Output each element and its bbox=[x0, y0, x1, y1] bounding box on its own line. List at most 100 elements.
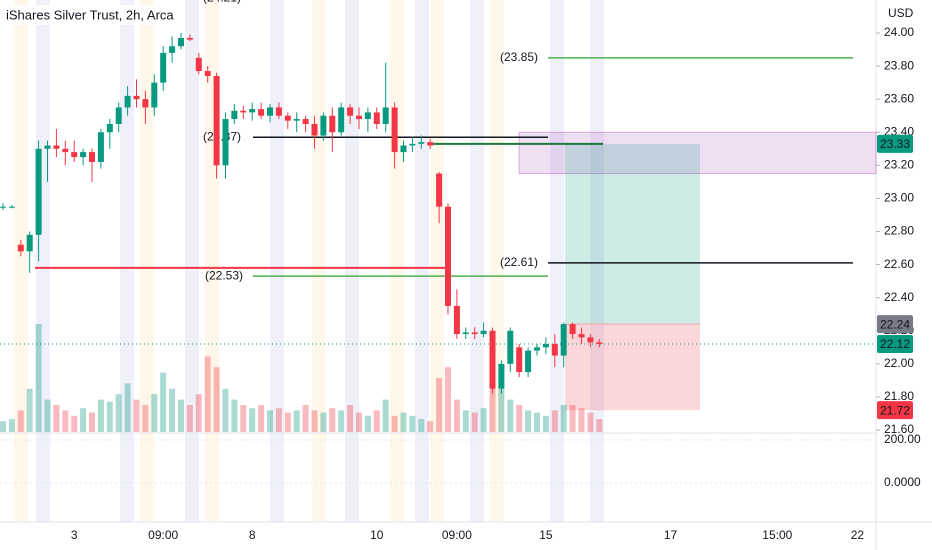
candle-body bbox=[551, 343, 558, 356]
candle-body bbox=[507, 330, 514, 364]
candle-body bbox=[178, 37, 184, 47]
session-band bbox=[490, 0, 504, 522]
x-tick-label: 8 bbox=[249, 528, 256, 542]
session-band bbox=[36, 0, 50, 522]
candle-body bbox=[26, 234, 33, 252]
candle-body bbox=[204, 71, 211, 77]
target-zone bbox=[565, 143, 700, 325]
y-tick-label: 22.80 bbox=[884, 224, 914, 238]
session-band bbox=[120, 0, 134, 522]
osc-tick-label: 0.0000 bbox=[884, 475, 921, 489]
volume-bar bbox=[534, 412, 540, 432]
candle-body bbox=[534, 347, 540, 351]
volume-bar bbox=[284, 412, 291, 432]
session-band bbox=[14, 0, 28, 522]
session-band bbox=[590, 0, 604, 522]
level-label: (22.61) bbox=[500, 255, 538, 269]
candle-body bbox=[409, 143, 416, 146]
volume-bar bbox=[551, 410, 558, 432]
volume-bar bbox=[8, 419, 15, 432]
y-tick-label: 23.60 bbox=[884, 91, 914, 105]
volume-bar bbox=[204, 356, 211, 432]
volume-bar bbox=[133, 399, 140, 432]
candle-body bbox=[142, 99, 149, 108]
candle-body bbox=[133, 95, 140, 100]
candle-body bbox=[329, 115, 336, 133]
level-label: (24.21) bbox=[203, 0, 241, 4]
y-tick-label: 23.00 bbox=[884, 191, 914, 205]
volume-bar bbox=[560, 405, 567, 432]
candle-body bbox=[258, 109, 265, 116]
volume-bar bbox=[542, 415, 549, 432]
candle-body bbox=[400, 145, 407, 153]
volume-bar bbox=[115, 394, 122, 432]
volume-bar bbox=[240, 405, 247, 432]
volume-bar bbox=[44, 399, 51, 432]
y-tick-label: 22.60 bbox=[884, 257, 914, 271]
candle-body bbox=[231, 110, 238, 120]
price-badge bbox=[877, 315, 913, 334]
volume-bar bbox=[445, 367, 451, 432]
x-tick-label: 09:00 bbox=[442, 528, 472, 542]
candle-body bbox=[471, 332, 478, 335]
volume-bar bbox=[391, 415, 398, 432]
candle-body bbox=[169, 46, 176, 53]
price-badge bbox=[877, 401, 913, 420]
price-badge-label: 22.12 bbox=[880, 337, 910, 351]
y-tick-label: 21.60 bbox=[884, 422, 914, 436]
candle-body bbox=[525, 350, 532, 373]
currency-label: USD bbox=[888, 6, 914, 20]
title-bg bbox=[2, 5, 172, 25]
volume-bar bbox=[525, 410, 532, 432]
session-band bbox=[345, 0, 359, 522]
candle-body bbox=[356, 115, 362, 120]
candle-body bbox=[311, 123, 318, 136]
volume-bar bbox=[293, 410, 300, 432]
volume-bar bbox=[35, 324, 42, 432]
candle-body bbox=[364, 112, 371, 120]
volume-bar bbox=[569, 405, 576, 432]
candle-body bbox=[53, 145, 60, 149]
y-tick-label: 23.20 bbox=[884, 158, 914, 172]
candle-body bbox=[596, 342, 603, 344]
candle-body bbox=[249, 109, 256, 113]
level-label: (23.85) bbox=[500, 50, 538, 64]
candle-body bbox=[462, 332, 469, 335]
candle-body bbox=[445, 206, 451, 306]
volume-bar bbox=[489, 356, 496, 432]
volume-bar bbox=[160, 372, 167, 432]
session-band bbox=[185, 0, 199, 522]
candle-body bbox=[453, 305, 460, 335]
candle-body bbox=[293, 119, 300, 121]
candle-body bbox=[44, 145, 51, 149]
candle-body bbox=[160, 52, 167, 83]
candle-body bbox=[427, 142, 434, 146]
candle-body bbox=[267, 107, 273, 116]
volume-bar bbox=[62, 410, 69, 432]
volume-bar bbox=[320, 412, 327, 432]
candle-body bbox=[347, 107, 354, 116]
volume-bar bbox=[418, 419, 425, 432]
candle-body bbox=[0, 206, 6, 208]
candle-body bbox=[418, 142, 425, 144]
candle-body bbox=[62, 148, 69, 153]
y-tick-label: 23.80 bbox=[884, 58, 914, 72]
volume-bar bbox=[462, 410, 469, 432]
candle-body bbox=[382, 107, 389, 124]
stop-zone bbox=[565, 324, 700, 411]
x-tick-label: 15:00 bbox=[762, 528, 792, 542]
candle-body bbox=[569, 324, 576, 335]
candle-body bbox=[284, 115, 291, 121]
volume-bar bbox=[222, 388, 229, 432]
volume-bar bbox=[151, 394, 158, 432]
volume-bar bbox=[400, 412, 407, 432]
candle-body bbox=[498, 363, 505, 389]
volume-bar bbox=[124, 383, 131, 432]
volume-bar bbox=[409, 415, 416, 432]
volume-bar bbox=[142, 405, 149, 432]
candle-body bbox=[391, 107, 398, 153]
volume-bar bbox=[329, 408, 336, 432]
volume-bar bbox=[338, 410, 345, 432]
